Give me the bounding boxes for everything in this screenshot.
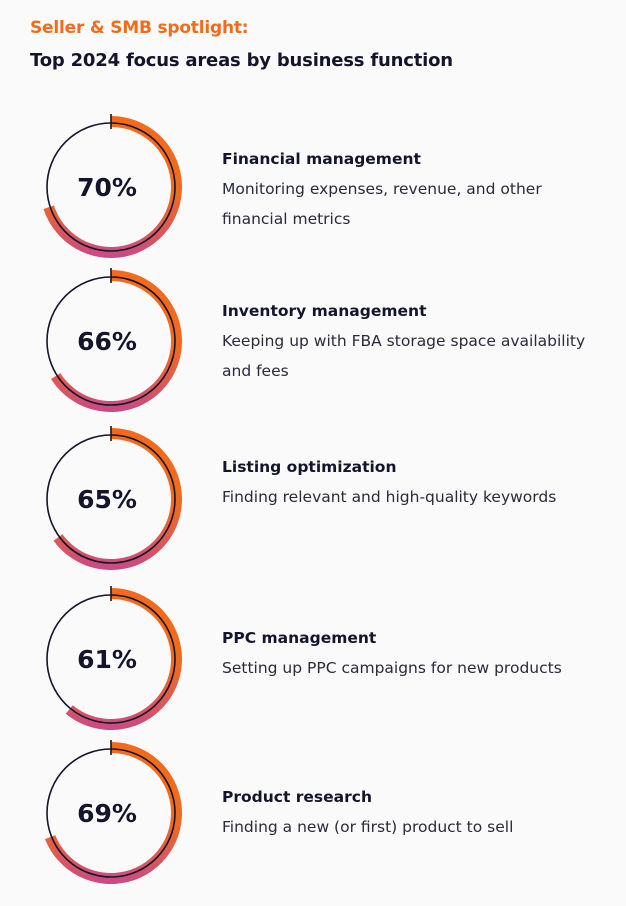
- focus-area-name: Listing optimization: [222, 458, 397, 476]
- focus-area-item: 65% Listing optimization Finding relevant …: [0, 424, 626, 574]
- focus-area-name: Product research: [222, 788, 372, 806]
- focus-area-item: 69% Product research Finding a new (or fir…: [0, 738, 626, 888]
- percent-label: 65%: [77, 484, 137, 514]
- donut-value-arc: [65, 588, 183, 730]
- donut-ring: [44, 740, 182, 884]
- donut-ring: [46, 426, 183, 570]
- percent-label: 69%: [77, 798, 137, 828]
- percent-label: 66%: [77, 326, 137, 356]
- focus-area-text: Listing optimization Finding relevant and…: [222, 456, 602, 512]
- donut-ring: [46, 268, 183, 412]
- focus-area-item: 66% Inventory management Keeping up with F…: [0, 266, 626, 416]
- percent-label: 61%: [77, 644, 137, 674]
- donut-value-outline: [58, 434, 176, 564]
- page-title: Top 2024 focus areas by business functio…: [30, 50, 453, 71]
- focus-area-text: Product research Finding a new (or first)…: [222, 786, 602, 842]
- kicker-heading: Seller & SMB spotlight:: [30, 18, 249, 38]
- donut-ring: [43, 114, 182, 258]
- focus-area-description: Finding a new (or first) product to sell: [222, 818, 514, 836]
- focus-area-name: PPC management: [222, 629, 377, 647]
- focus-area-text: Inventory management Keeping up with FBA …: [222, 300, 602, 386]
- donut-value-outline: [50, 748, 176, 878]
- focus-area-name: Inventory management: [222, 302, 427, 320]
- focus-area-description: Setting up PPC campaigns for new product…: [222, 659, 562, 677]
- focus-area-name: Financial management: [222, 150, 421, 168]
- focus-area-text: PPC management Setting up PPC campaigns f…: [222, 627, 602, 683]
- focus-area-item: 70% Financial management Monitoring expens…: [0, 112, 626, 262]
- donut-value-outline: [49, 122, 176, 252]
- percent-label: 70%: [77, 172, 137, 202]
- focus-area-description: Finding relevant and high-quality keywor…: [222, 488, 557, 506]
- focus-area-text: Financial management Monitoring expenses,…: [222, 148, 602, 234]
- donut-value-outline: [56, 276, 176, 406]
- focus-area-description: Keeping up with FBA storage space availa…: [222, 332, 586, 380]
- focus-area-item: 61% PPC management Setting up PPC campaign…: [0, 584, 626, 734]
- donut-ring: [46, 586, 183, 730]
- focus-area-description: Monitoring expenses, revenue, and other …: [222, 180, 542, 228]
- donut-value-outline: [69, 594, 176, 724]
